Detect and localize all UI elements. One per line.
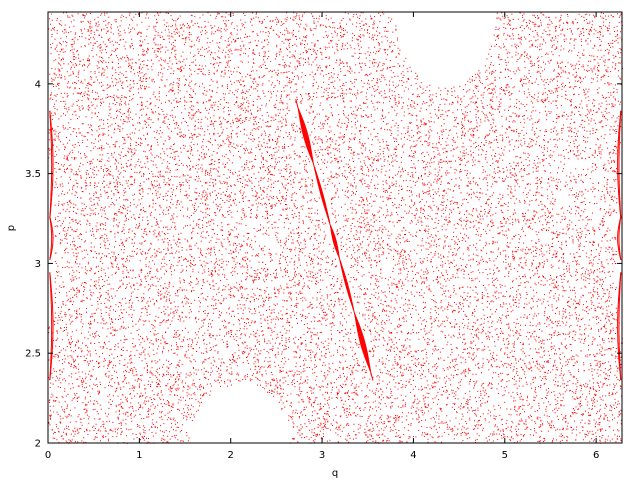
x-tick-label: 0 [45, 450, 51, 461]
y-tick-label: 3.5 [25, 169, 41, 180]
right-edge-island-curve [618, 216, 622, 260]
right-edge-island-curve [617, 216, 622, 260]
y-tick-label: 2 [35, 439, 41, 450]
chaotic-sea-points [48, 12, 624, 444]
x-tick-label: 2 [228, 450, 234, 461]
left-edge-island-curve [49, 216, 53, 260]
scatter-points [48, 12, 624, 444]
regular-islands [49, 99, 622, 381]
y-tick-label: 4 [35, 79, 41, 90]
right-edge-island-curve [617, 272, 622, 381]
left-edge-island-curve [49, 272, 54, 381]
plot-frame [47, 11, 623, 444]
y-axis-label: p [6, 225, 17, 231]
x-tick-label: 5 [502, 450, 508, 461]
right-edge-island-curve [617, 110, 622, 219]
left-edge-island-curve [49, 110, 53, 219]
y-axis-ticks: 2 2.5 3 3.5 4 [25, 79, 622, 450]
x-axis-label: q [332, 468, 338, 479]
y-tick-label: 3 [35, 259, 41, 270]
x-axis-ticks: 0 1 2 3 4 5 6 [45, 12, 599, 461]
left-edge-island-curve [49, 110, 54, 219]
right-edge-island-curve [618, 272, 622, 381]
left-edge-island-curve [49, 216, 54, 260]
island-chain-separatrix [295, 99, 374, 381]
x-tick-label: 6 [593, 450, 599, 461]
right-edge-island-curve [618, 110, 622, 219]
x-tick-label: 1 [136, 450, 142, 461]
left-edge-island-curve [49, 272, 53, 381]
x-tick-label: 3 [319, 450, 325, 461]
x-tick-label: 4 [410, 450, 416, 461]
y-tick-label: 2.5 [25, 349, 41, 360]
